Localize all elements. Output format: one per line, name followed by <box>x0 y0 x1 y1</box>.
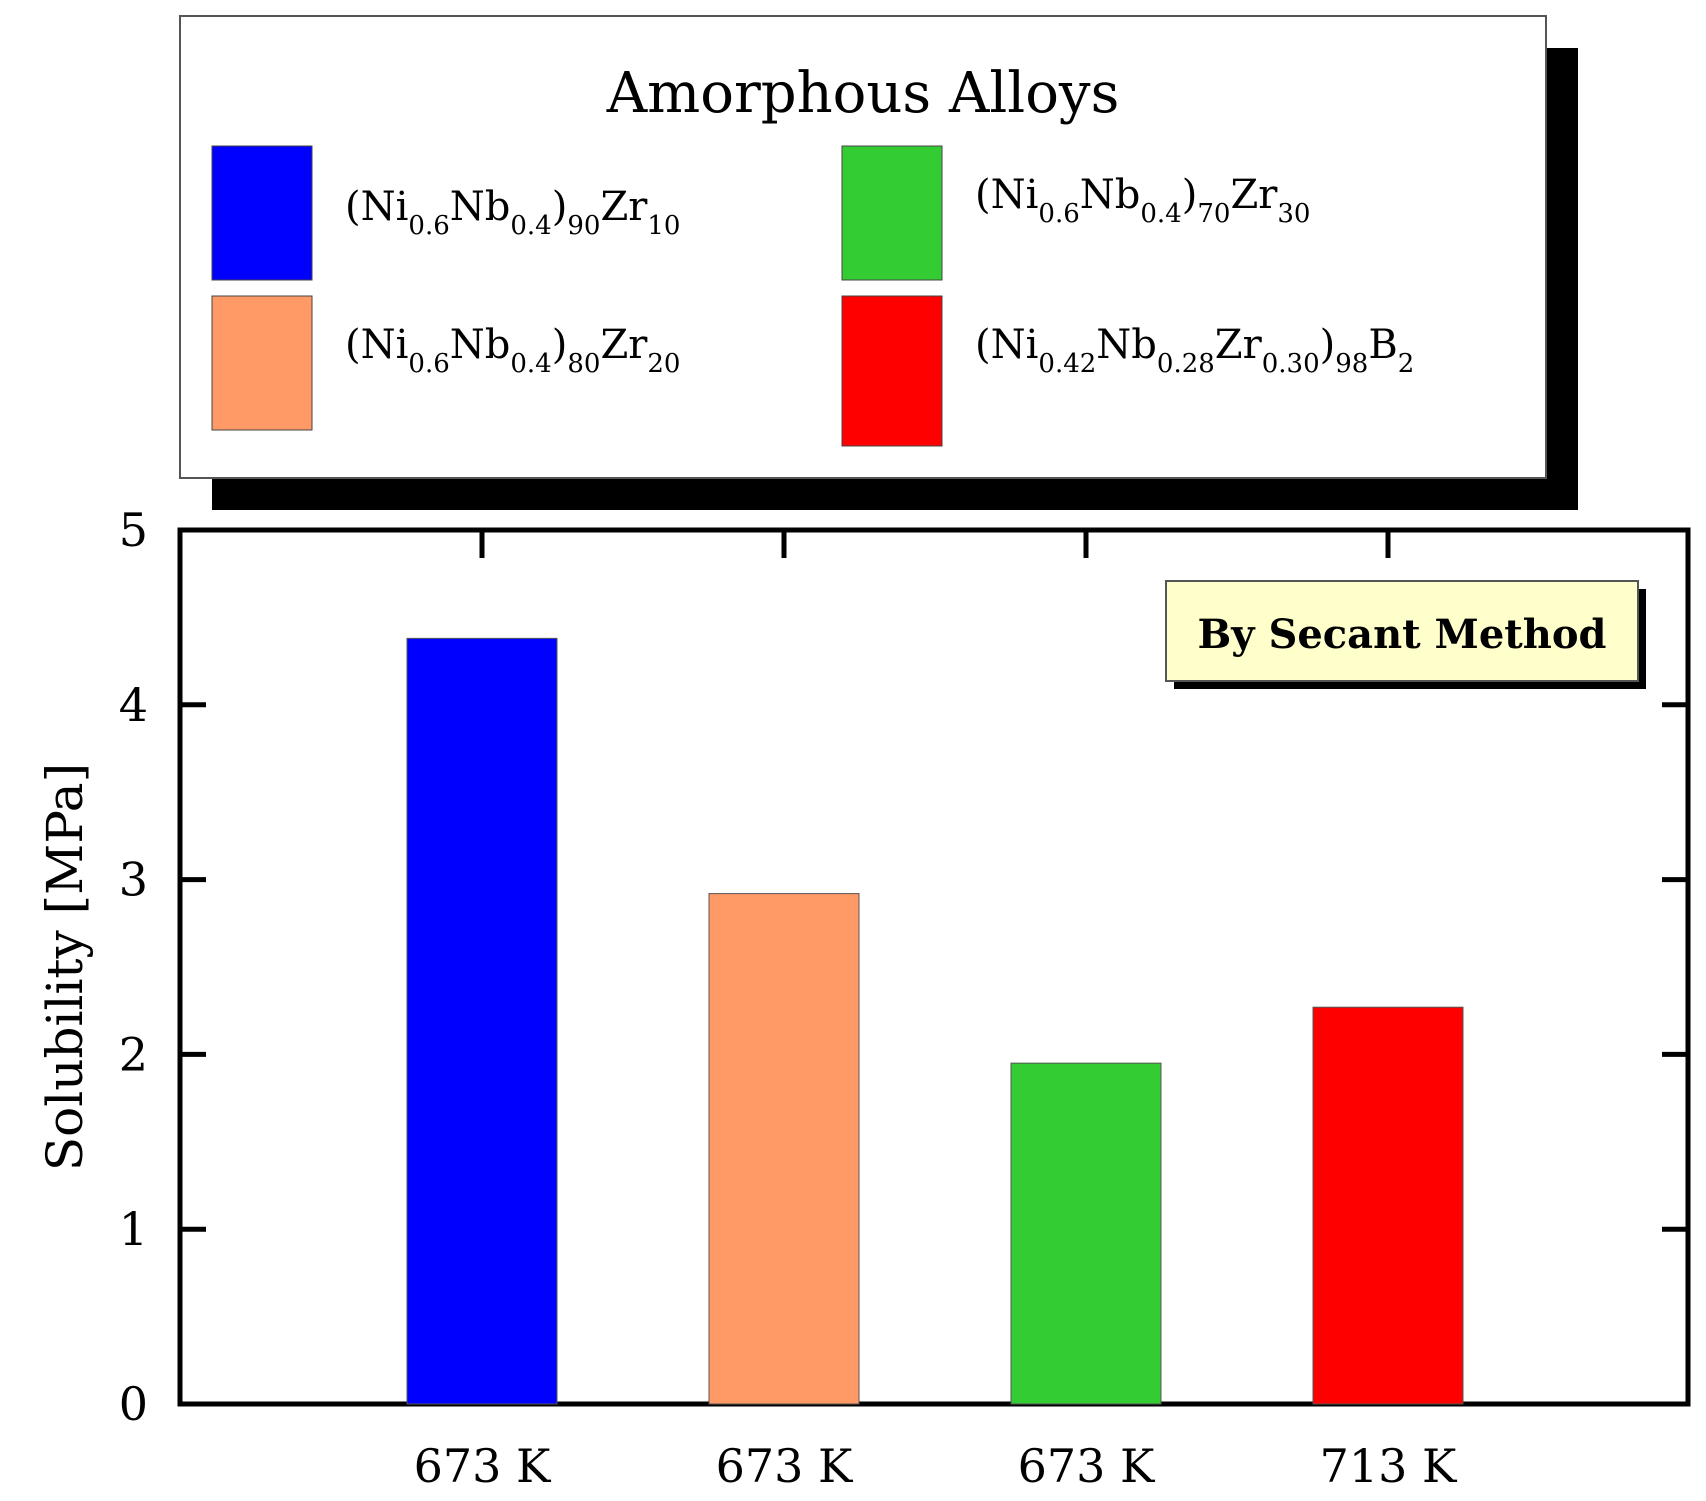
legend-title: Amorphous Alloys <box>606 61 1120 126</box>
annotation: By Secant Method <box>1165 580 1646 689</box>
legend-label-4: (Ni0.42Nb0.28Zr0.30)98B2 <box>975 322 1414 379</box>
bar-1 <box>406 637 558 1405</box>
x-tick-label: 673 K <box>1018 1439 1156 1493</box>
x-tick-label: 673 K <box>716 1439 854 1493</box>
bar-4 <box>1312 1006 1464 1405</box>
legend-label-2: (Ni0.6Nb0.4)80Zr20 <box>345 322 680 379</box>
legend-swatch-2 <box>211 295 313 431</box>
x-ticks: 673 K 673 K 673 K 713 K <box>414 530 1458 1493</box>
annotation-text: By Secant Method <box>1197 611 1606 658</box>
plot-frame <box>177 527 1691 1407</box>
y-tick-label: 4 <box>119 678 148 732</box>
legend-swatch-1 <box>211 145 313 281</box>
y-ticks: 0 1 2 3 4 5 <box>119 503 1688 1431</box>
y-axis-title: Solubility [MPa] <box>36 763 94 1171</box>
legend-swatch-3 <box>841 145 943 281</box>
y-tick-label: 5 <box>119 503 148 557</box>
legend-label-3: (Ni0.6Nb0.4)70Zr30 <box>975 172 1310 229</box>
bars <box>406 637 1464 1405</box>
x-tick-label: 713 K <box>1320 1439 1458 1493</box>
y-tick-label: 3 <box>119 853 148 907</box>
legend: Amorphous Alloys (Ni0.6Nb0.4)90Zr10 (Ni0… <box>179 15 1578 510</box>
bar-3 <box>1010 1062 1162 1405</box>
y-tick-label: 1 <box>119 1202 148 1256</box>
bar-2 <box>708 893 860 1405</box>
annotation-box <box>1165 580 1639 682</box>
y-tick-label: 2 <box>119 1027 148 1081</box>
legend-swatch-4 <box>841 295 943 447</box>
legend-label-1: (Ni0.6Nb0.4)90Zr10 <box>345 184 680 241</box>
y-tick-label: 0 <box>119 1377 148 1431</box>
x-tick-label: 673 K <box>414 1439 552 1493</box>
